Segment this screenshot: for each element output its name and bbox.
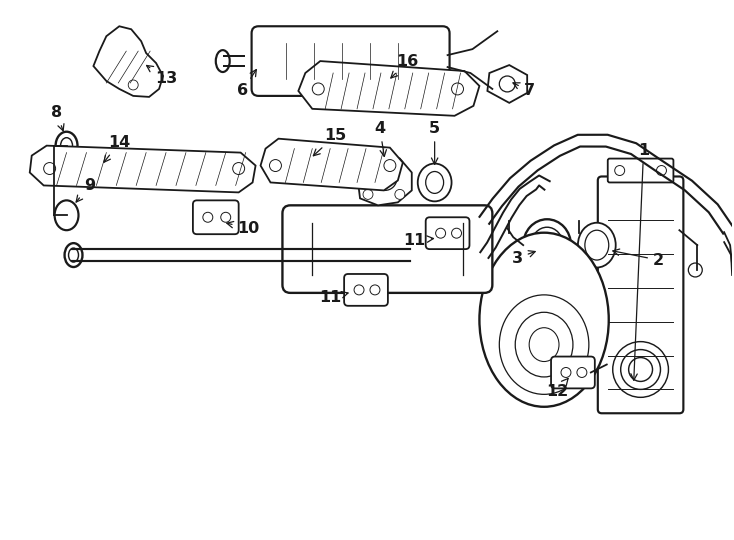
Ellipse shape: [531, 227, 563, 263]
Circle shape: [656, 166, 666, 176]
Circle shape: [312, 83, 324, 95]
Ellipse shape: [499, 295, 589, 394]
Circle shape: [221, 212, 230, 222]
Circle shape: [451, 228, 462, 238]
Circle shape: [128, 80, 138, 90]
Text: 16: 16: [390, 53, 419, 78]
Text: 11: 11: [404, 233, 434, 248]
Polygon shape: [298, 61, 479, 116]
Circle shape: [628, 357, 653, 381]
Circle shape: [233, 163, 244, 174]
Circle shape: [43, 163, 56, 174]
Circle shape: [370, 285, 380, 295]
Polygon shape: [261, 139, 403, 191]
FancyBboxPatch shape: [597, 177, 683, 413]
Ellipse shape: [65, 243, 82, 267]
Ellipse shape: [426, 172, 443, 193]
Ellipse shape: [529, 328, 559, 361]
Text: 9: 9: [76, 178, 95, 202]
Circle shape: [621, 349, 661, 389]
FancyBboxPatch shape: [344, 274, 388, 306]
Ellipse shape: [54, 200, 79, 230]
Circle shape: [499, 76, 515, 92]
Text: 1: 1: [631, 143, 649, 380]
Circle shape: [203, 212, 213, 222]
Ellipse shape: [418, 164, 451, 201]
Ellipse shape: [61, 138, 73, 153]
Text: 12: 12: [546, 379, 568, 399]
Ellipse shape: [68, 248, 79, 262]
Circle shape: [373, 166, 397, 191]
Text: 2: 2: [613, 249, 664, 267]
FancyBboxPatch shape: [551, 356, 595, 388]
Circle shape: [451, 83, 463, 95]
Text: 6: 6: [237, 70, 256, 98]
Ellipse shape: [585, 230, 608, 260]
Circle shape: [577, 368, 587, 377]
Text: 14: 14: [104, 135, 131, 162]
FancyBboxPatch shape: [193, 200, 239, 234]
Text: 5: 5: [429, 122, 440, 164]
Ellipse shape: [515, 312, 573, 377]
Circle shape: [688, 263, 702, 277]
Circle shape: [363, 190, 373, 199]
FancyBboxPatch shape: [283, 205, 493, 293]
Ellipse shape: [216, 50, 230, 72]
Text: 3: 3: [512, 251, 535, 266]
Ellipse shape: [56, 132, 78, 160]
Circle shape: [384, 160, 396, 172]
Circle shape: [561, 368, 571, 377]
Polygon shape: [358, 153, 412, 205]
Circle shape: [354, 285, 364, 295]
Text: 15: 15: [313, 128, 346, 156]
Circle shape: [269, 160, 281, 172]
Circle shape: [613, 342, 669, 397]
Text: 11: 11: [319, 291, 348, 305]
Circle shape: [614, 166, 625, 176]
Ellipse shape: [523, 219, 571, 271]
Polygon shape: [93, 26, 163, 97]
Ellipse shape: [578, 222, 616, 267]
Circle shape: [395, 190, 405, 199]
Ellipse shape: [479, 233, 608, 407]
Text: 7: 7: [513, 83, 535, 98]
Text: 13: 13: [147, 65, 177, 86]
Circle shape: [436, 228, 446, 238]
Text: 10: 10: [227, 221, 260, 236]
FancyBboxPatch shape: [426, 217, 470, 249]
Polygon shape: [30, 146, 255, 192]
Text: 4: 4: [374, 122, 386, 157]
Polygon shape: [487, 65, 527, 103]
FancyBboxPatch shape: [252, 26, 449, 96]
FancyBboxPatch shape: [608, 159, 673, 183]
Text: 8: 8: [51, 105, 64, 131]
